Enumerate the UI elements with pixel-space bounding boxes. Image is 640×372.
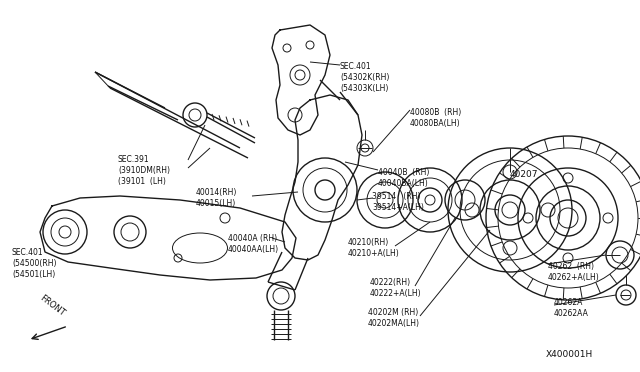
Text: 40222(RH)
40222+A(LH): 40222(RH) 40222+A(LH) (370, 278, 422, 298)
Text: 40080B  (RH)
40080BA(LH): 40080B (RH) 40080BA(LH) (410, 108, 461, 128)
Text: 40262  (RH)
40262+A(LH): 40262 (RH) 40262+A(LH) (548, 262, 600, 282)
Text: SEC.401
(54500(RH)
(54501(LH): SEC.401 (54500(RH) (54501(LH) (12, 248, 56, 279)
Text: FRONT: FRONT (38, 294, 66, 318)
Text: 40207: 40207 (510, 170, 538, 179)
Text: 40014(RH)
40015(LH): 40014(RH) 40015(LH) (196, 188, 237, 208)
Text: 40262A
40262AA: 40262A 40262AA (554, 298, 589, 318)
Text: SEC.391
(3910DM(RH)
(39101  (LH): SEC.391 (3910DM(RH) (39101 (LH) (118, 155, 170, 186)
Text: 40040B  (RH)
40040BA(LH): 40040B (RH) 40040BA(LH) (378, 168, 429, 188)
Text: X400001H: X400001H (546, 350, 593, 359)
Text: 39514   (RH)
39514+A(LH): 39514 (RH) 39514+A(LH) (372, 192, 424, 212)
Text: 40210(RH)
40210+A(LH): 40210(RH) 40210+A(LH) (348, 238, 400, 258)
Text: 40040A (RH)
40040AA(LH): 40040A (RH) 40040AA(LH) (228, 234, 279, 254)
Text: 40202M (RH)
40202MA(LH): 40202M (RH) 40202MA(LH) (368, 308, 420, 328)
Text: SEC.401
(54302K(RH)
(54303K(LH): SEC.401 (54302K(RH) (54303K(LH) (340, 62, 389, 93)
